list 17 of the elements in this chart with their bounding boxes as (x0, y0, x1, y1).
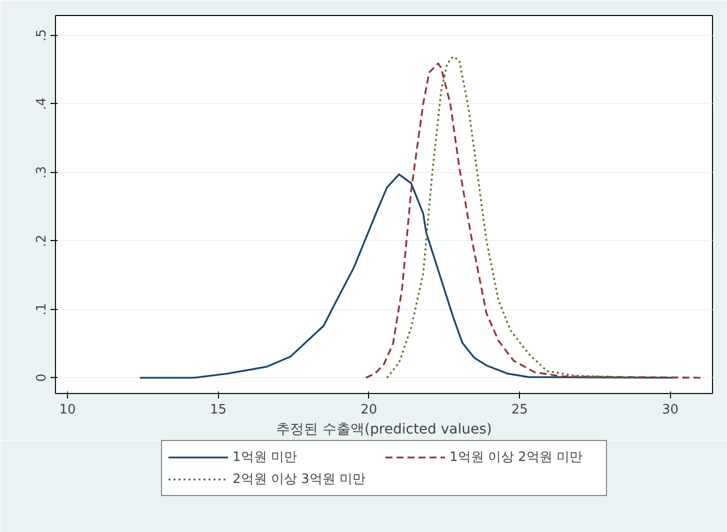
x-tick-label: 10 (59, 402, 76, 418)
y-tick-label: .4 (34, 98, 50, 110)
x-axis-title: 추정된 수출액(predicted values) (276, 422, 492, 438)
line-series (386, 56, 642, 379)
line-series (138, 173, 674, 379)
x-tick-label: 30 (662, 402, 679, 418)
y-tick-label: 0 (34, 374, 50, 382)
y-tick-label: .3 (34, 166, 50, 179)
legend-label: 1억원 이상 2억원 미만 (450, 449, 584, 466)
legend-label: 2억원 이상 3억원 미만 (232, 471, 366, 488)
x-tick-label: 25 (511, 402, 528, 418)
x-tick-label: 20 (360, 402, 378, 418)
y-tick-label: .2 (34, 234, 50, 247)
y-tick-label: .5 (34, 29, 50, 42)
y-tick-label: .1 (34, 303, 50, 316)
legend-label: 1억원 미만 (232, 449, 298, 466)
x-tick-label: 15 (210, 402, 227, 418)
